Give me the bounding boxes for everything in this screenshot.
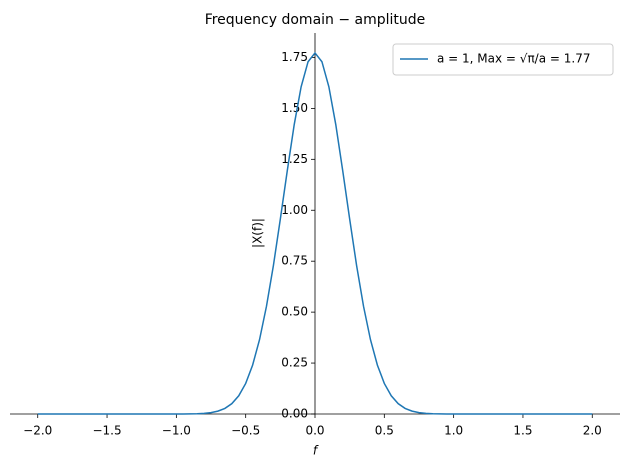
x-tick-label: 2.0 — [583, 424, 602, 438]
legend-box — [392, 43, 614, 76]
x-tick-label: 0.0 — [305, 424, 324, 438]
x-tick-label: 1.5 — [513, 424, 532, 438]
x-tick-label: −0.5 — [231, 424, 260, 438]
legend-label: a = 1, Max = √π/a = 1.77 — [437, 52, 590, 66]
y-tick-label: 1.25 — [281, 152, 308, 166]
y-tick-label: 0.25 — [281, 356, 308, 370]
y-tick-label: 1.50 — [281, 101, 308, 115]
x-tick-label: −1.0 — [162, 424, 191, 438]
x-axis-label: f — [313, 444, 319, 458]
y-tick-label: 0.50 — [281, 305, 308, 319]
x-tick-label: −2.0 — [23, 424, 52, 438]
y-tick-label: 1.00 — [281, 203, 308, 217]
y-tick-label: 0.00 — [281, 407, 308, 421]
x-tick-label: 0.5 — [375, 424, 394, 438]
y-tick-label: 0.75 — [281, 254, 308, 268]
x-tick-label: −1.5 — [92, 424, 121, 438]
x-tick-label: 1.0 — [444, 424, 463, 438]
data-line — [37, 51, 593, 415]
y-axis-label: |X(f)| — [251, 218, 265, 248]
y-tick-label: 1.75 — [281, 50, 308, 64]
chart-title: Frequency domain − amplitude — [205, 12, 426, 28]
